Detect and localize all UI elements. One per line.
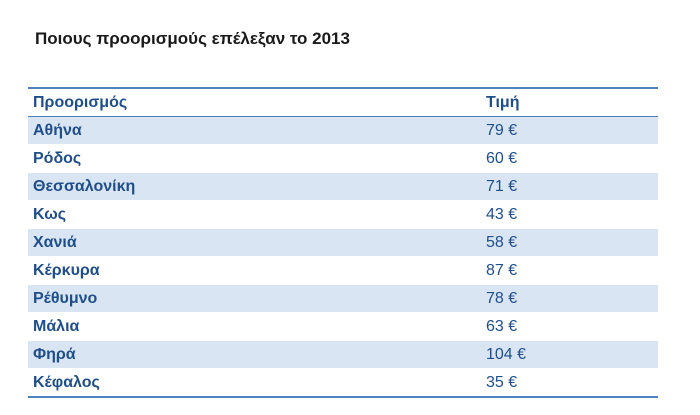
table-row: Μάλια 63 € [28,313,658,341]
destination-cell: Ρέθυμνο [33,290,98,307]
destination-cell: Κέφαλος [33,374,100,391]
table-row: Κέρκυρα 87 € [28,257,658,285]
destination-cell: Μάλια [33,318,80,335]
table-header-row: Προορισμός Τιμή [28,88,658,117]
column-header-destination: Προορισμός [33,94,128,111]
table-row: Κως 43 € [28,201,658,229]
destination-cell: Φηρά [33,346,76,363]
price-cell: 35 € [486,374,518,391]
destinations-table-container: Προορισμός Τιμή Αθήνα 79 € Ρόδος 60 € Θε… [28,87,658,398]
destination-cell: Κέρκυρα [33,262,100,279]
price-cell: 79 € [486,122,518,139]
price-cell: 58 € [486,234,518,251]
page-title: Ποιους προορισμούς επέλεξαν το 2013 [35,29,350,48]
table-row: Ρόδος 60 € [28,145,658,173]
table-row: Αθήνα 79 € [28,116,658,145]
destination-cell: Θεσσαλονίκη [33,178,136,195]
price-cell: 60 € [486,150,518,167]
table-row: Ρέθυμνο 78 € [28,284,658,313]
price-cell: 43 € [486,206,518,223]
table-row: Θεσσαλονίκη 71 € [28,172,658,201]
table-row: Κέφαλος 35 € [28,369,658,397]
price-cell: 87 € [486,262,518,279]
table-row: Φηρά 104 € [28,340,658,369]
price-cell: 104 € [486,346,527,363]
destination-cell: Χανιά [33,234,77,251]
price-cell: 63 € [486,318,518,335]
destination-cell: Κως [33,206,67,223]
table-row: Χανιά 58 € [28,228,658,257]
destination-cell: Ρόδος [33,150,82,167]
column-header-price: Τιμή [486,94,520,111]
price-cell: 78 € [486,290,518,307]
destination-cell: Αθήνα [33,122,82,139]
price-cell: 71 € [486,178,518,195]
destinations-table: Προορισμός Τιμή Αθήνα 79 € Ρόδος 60 € Θε… [28,87,658,398]
